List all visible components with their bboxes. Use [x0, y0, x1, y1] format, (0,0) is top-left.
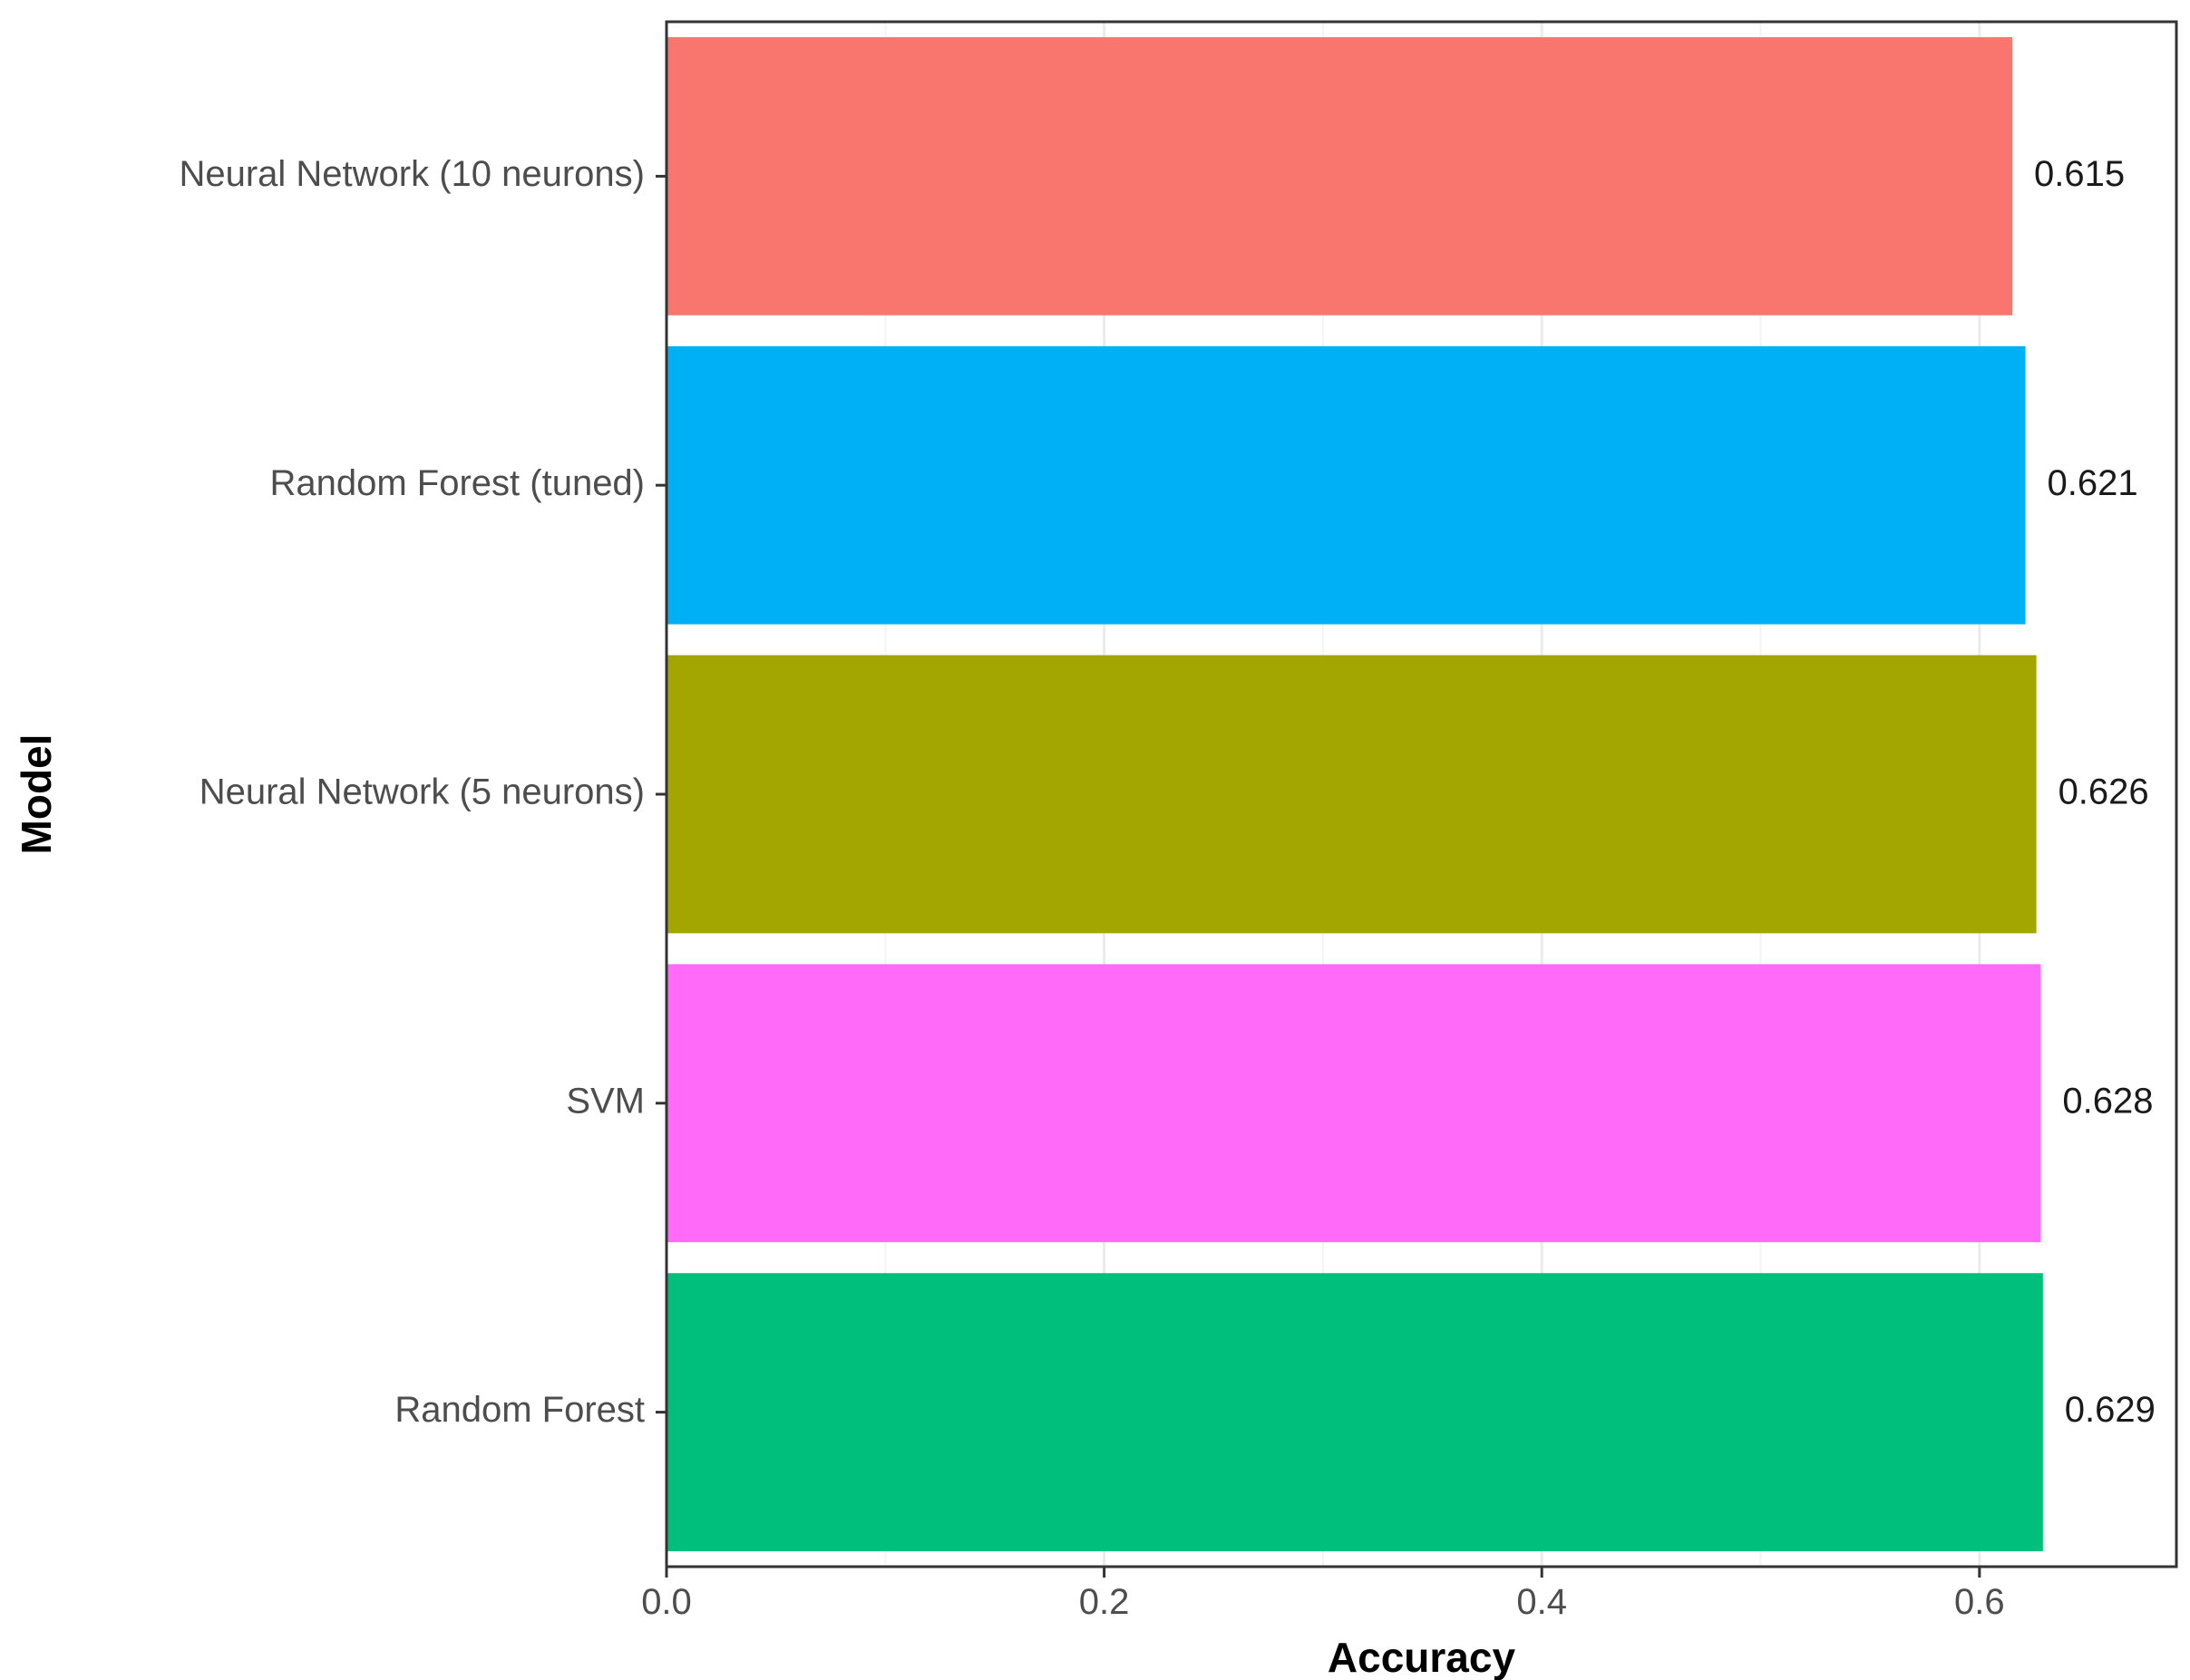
y-axis-title: Model	[13, 734, 60, 855]
category-label: Random Forest (tuned)	[269, 463, 645, 503]
category-label: Neural Network (5 neurons)	[200, 772, 645, 812]
bar	[667, 37, 2013, 316]
bar	[667, 964, 2041, 1243]
x-axis-ticks: 0.0 0.2 0.4 0.6	[641, 1567, 2005, 1622]
x-tick-label: 0.2	[1079, 1582, 1130, 1622]
x-tick-label: 0.0	[641, 1582, 692, 1622]
x-tick-label: 0.4	[1516, 1582, 1567, 1622]
value-label: 0.626	[2059, 772, 2149, 812]
bar	[667, 345, 2026, 625]
y-axis-ticks: Neural Network (10 neurons) Random Forest…	[179, 154, 667, 1430]
category-label: Random Forest	[394, 1390, 645, 1430]
bars: 0.615 0.621 0.626 0.628 0.629	[667, 37, 2156, 1551]
bar	[667, 655, 2037, 934]
value-label: 0.621	[2048, 463, 2138, 503]
bar	[667, 1273, 2043, 1551]
category-label: SVM	[566, 1081, 645, 1121]
category-label: Neural Network (10 neurons)	[179, 154, 645, 194]
value-label: 0.615	[2034, 154, 2125, 194]
x-tick-label: 0.6	[1954, 1582, 2005, 1622]
value-label: 0.629	[2065, 1390, 2156, 1430]
x-axis-title: Accuracy	[1328, 1634, 1516, 1680]
value-label: 0.628	[2062, 1081, 2153, 1121]
